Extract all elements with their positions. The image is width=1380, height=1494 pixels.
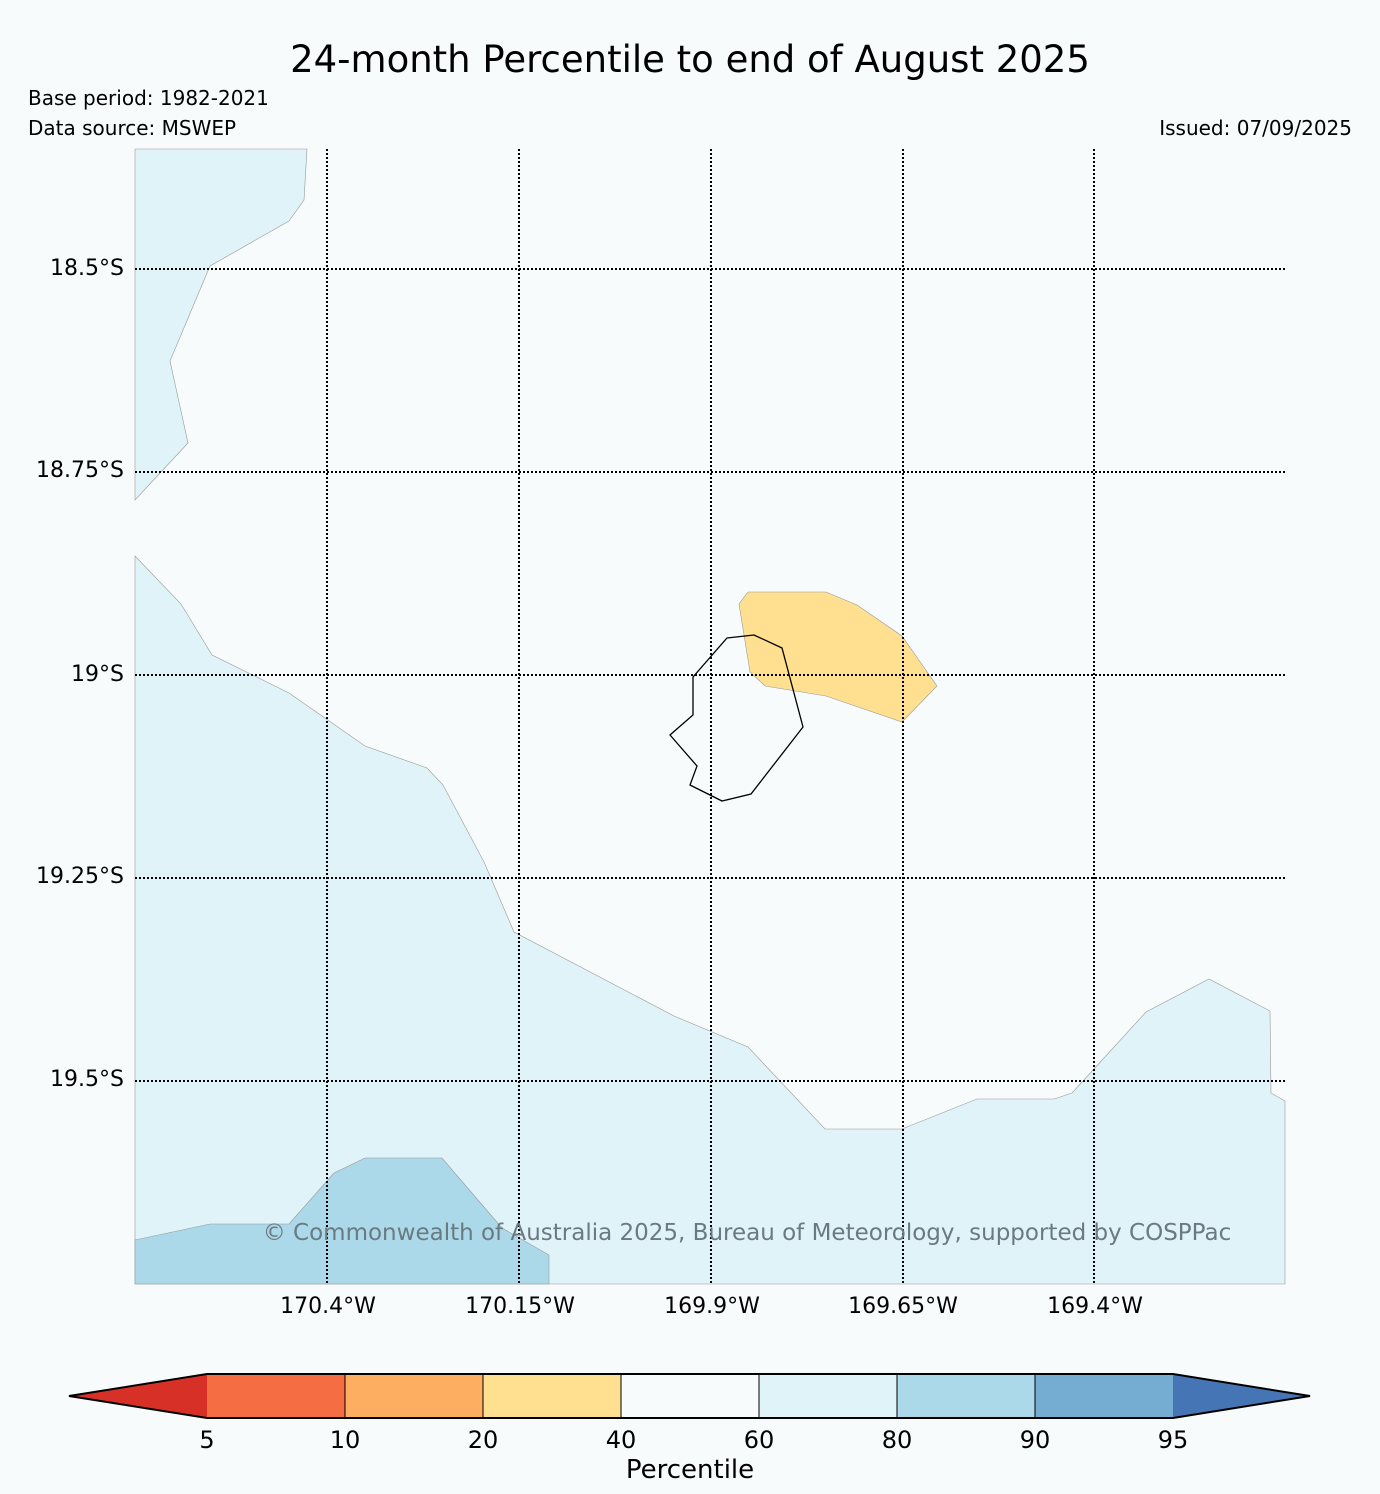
percentile-80-90-southwest: [134, 1157, 550, 1285]
copyright-notice: © Commonwealth of Australia 2025, Bureau…: [263, 1220, 1232, 1246]
colorbar-label: Percentile: [625, 1455, 755, 1485]
colorbar-tick-label: 90: [1019, 1426, 1051, 1454]
colorbar-segment-60-80: [759, 1374, 897, 1418]
colorbar-segment-80-90: [897, 1374, 1035, 1418]
colorbar-segment-10-20: [345, 1374, 483, 1418]
colorbar-tick-label: 20: [467, 1426, 499, 1454]
island-outline: [669, 634, 804, 802]
latitude-label: 18.5°S: [50, 256, 124, 281]
colorbar-tick-label: 95: [1157, 1426, 1189, 1454]
latitude-label: 19.5°S: [50, 1067, 124, 1092]
colorbar-segment-above-95: [1173, 1374, 1310, 1418]
longitude-label: 170.4°W: [280, 1294, 376, 1319]
base-period-text: Base period: 1982-2021: [28, 86, 269, 110]
issued-date-text: Issued: 07/09/2025: [1159, 116, 1352, 140]
longitude-label: 169.9°W: [664, 1294, 760, 1319]
colorbar-segment-90-95: [1035, 1374, 1173, 1418]
latitude-label: 18.75°S: [36, 458, 124, 483]
colorbar-tick-label: 10: [329, 1426, 361, 1454]
longitude-label: 169.65°W: [848, 1294, 958, 1319]
colorbar-tick-label: 5: [199, 1426, 215, 1454]
colorbar-outline: [68, 1373, 1311, 1419]
colorbar-segment-40-60: [621, 1374, 759, 1418]
colorbar-tick-label: 60: [743, 1426, 775, 1454]
colorbar-tick-label: 40: [605, 1426, 637, 1454]
colorbar-tick-label: 80: [881, 1426, 913, 1454]
percentile-60-80-northwest: [134, 148, 308, 501]
longitude-label: 170.15°W: [465, 1294, 575, 1319]
latitude-label: 19°S: [71, 662, 124, 687]
latitude-label: 19.25°S: [36, 864, 124, 889]
chart-title: 24-month Percentile to end of August 202…: [290, 38, 1090, 81]
colorbar-segment-below-5: [69, 1374, 207, 1418]
colorbar: [68, 1373, 1311, 1419]
longitude-label: 169.4°W: [1047, 1294, 1143, 1319]
percentile-60-80-south: [134, 555, 1286, 1285]
colorbar-segment-5-10: [207, 1374, 345, 1418]
data-source-text: Data source: MSWEP: [28, 116, 237, 140]
colorbar-segment-20-40: [483, 1374, 621, 1418]
